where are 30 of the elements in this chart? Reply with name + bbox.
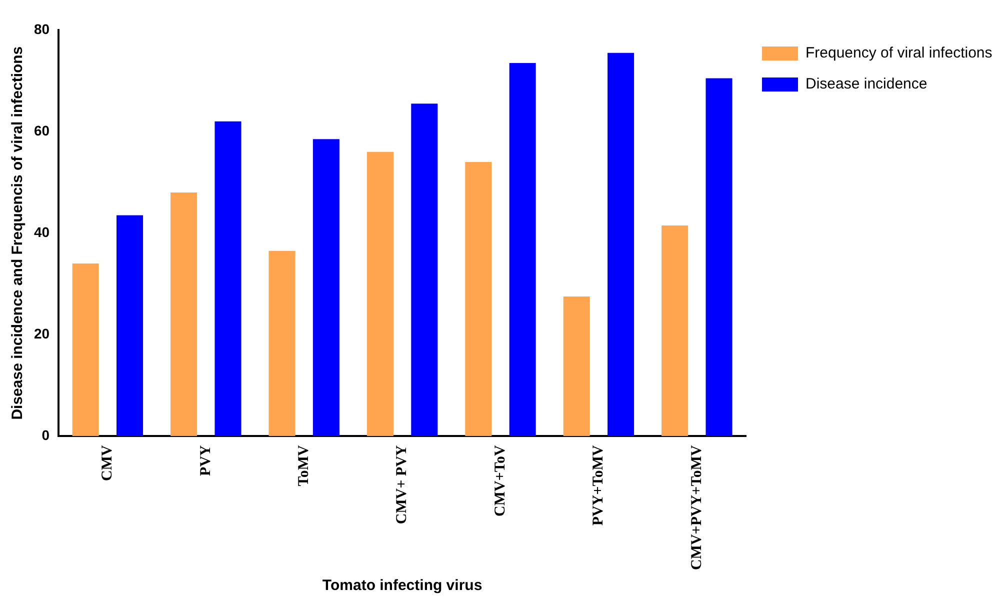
bar xyxy=(268,250,296,436)
x-tick-label: CMV+ToV xyxy=(492,444,508,516)
x-axis-title: Tomato infecting virus xyxy=(322,577,482,594)
bar xyxy=(509,63,536,436)
y-tick-label: 0 xyxy=(42,426,50,443)
legend-label: Frequency of viral infections xyxy=(806,44,992,62)
bar xyxy=(214,121,242,436)
bar xyxy=(608,52,634,436)
x-tick-label: CMV xyxy=(100,444,116,481)
bar xyxy=(662,225,688,436)
bar xyxy=(170,192,198,436)
bar xyxy=(465,162,492,436)
x-tick-label: CMV+PVY+ToMV xyxy=(688,444,705,570)
bar xyxy=(706,78,732,436)
bar xyxy=(116,215,144,436)
y-tick-label: 60 xyxy=(34,122,50,138)
bar xyxy=(563,296,590,436)
legend-label: Disease incidence xyxy=(806,76,928,93)
bar xyxy=(366,152,394,436)
bar xyxy=(72,264,99,436)
x-tick-label: CMV+ PVY xyxy=(394,444,410,524)
x-tick-label: PVY+ToMV xyxy=(590,444,607,526)
bar xyxy=(312,139,340,436)
y-tick-label: 40 xyxy=(34,224,50,240)
x-tick-label: ToMV xyxy=(296,444,312,486)
y-tick-label: 80 xyxy=(34,20,50,37)
bar xyxy=(411,104,438,436)
y-tick-label: 20 xyxy=(34,325,50,342)
y-axis-title: Disease incidence and Frequencis of viral infections xyxy=(9,46,26,420)
x-tick-label: PVY xyxy=(198,444,214,476)
